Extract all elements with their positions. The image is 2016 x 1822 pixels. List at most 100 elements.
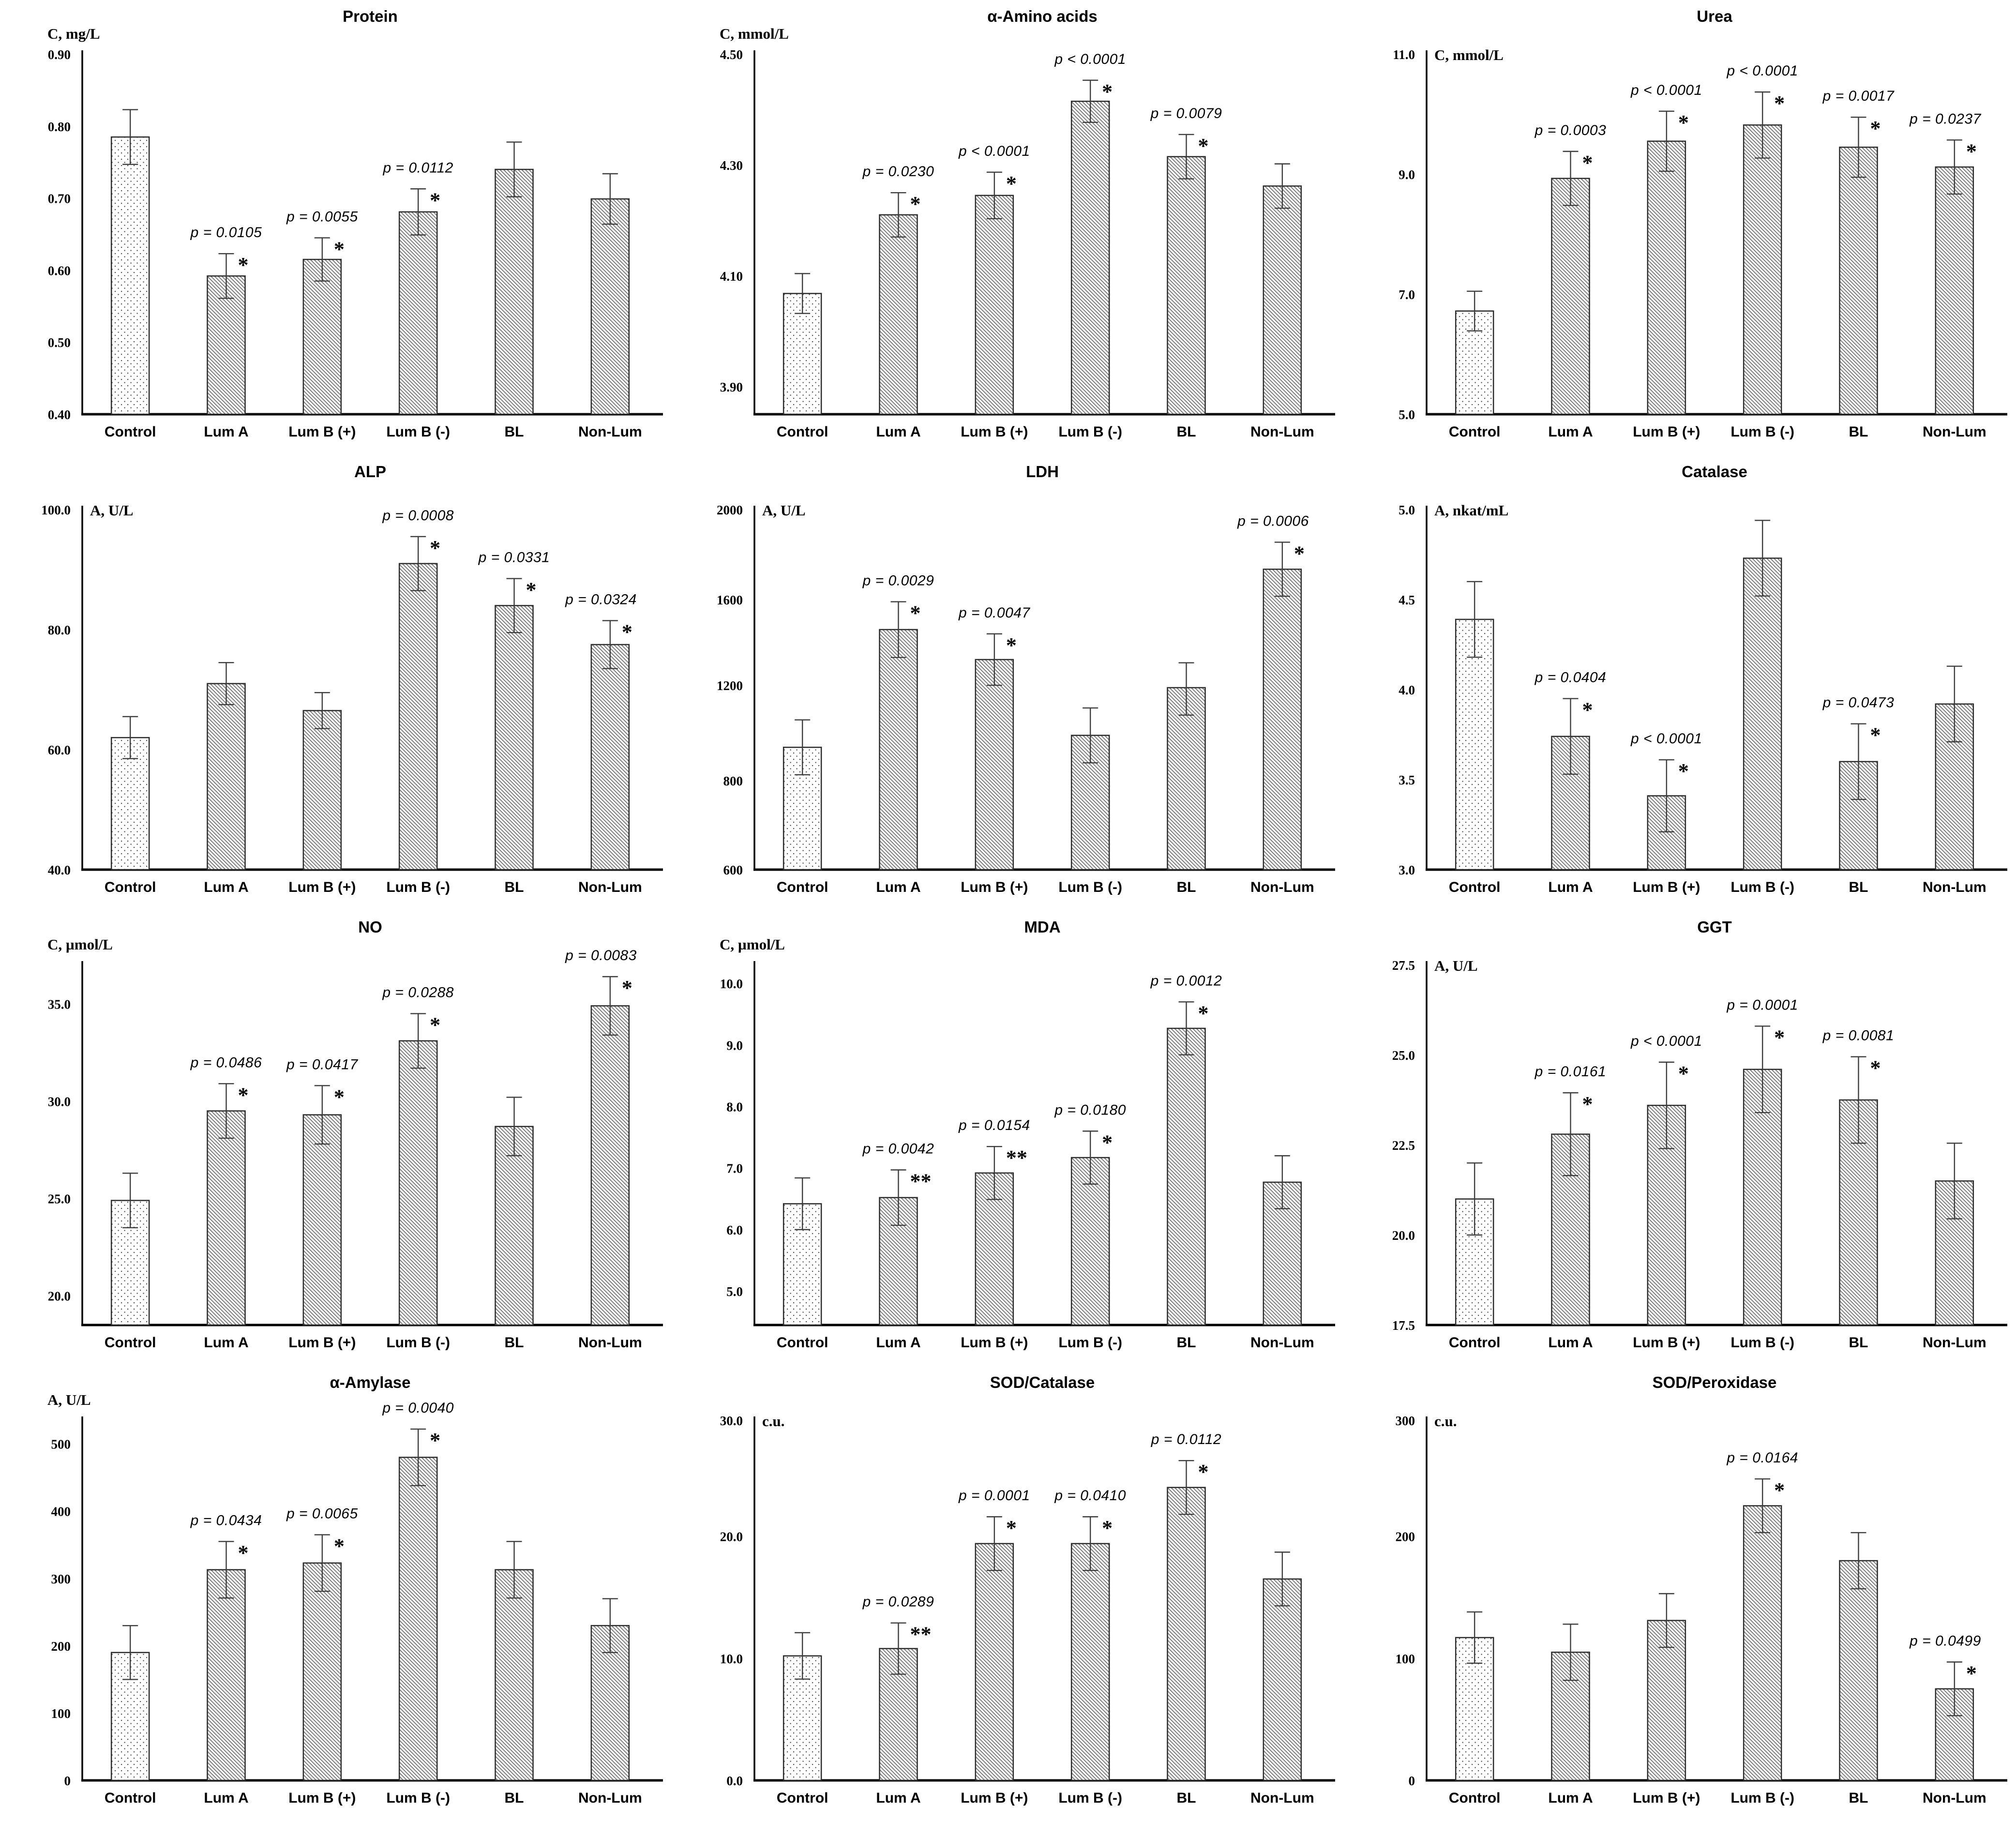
chart-panel: MDA C, µmol/L 5.0 6.0 7.0 8.0 9.0 10.0 Control **… — [672, 911, 1344, 1366]
y-tick-label: 200 — [51, 1639, 71, 1654]
p-value-label: p = 0.0047 — [958, 605, 1030, 621]
x-category-label: Non-Lum — [578, 424, 642, 440]
y-tick-label: 40.0 — [48, 863, 71, 877]
y-tick-label: 30.0 — [720, 1414, 743, 1428]
chart-plot: GGT A, U/L 17.5 20.0 22.5 25.0 27.5 Control * p =… — [1392, 918, 2007, 1351]
significance-stars: * — [910, 601, 921, 625]
bar — [1935, 166, 1974, 415]
significance-stars: * — [1774, 1478, 1785, 1502]
x-category-label: Lum B (-) — [1730, 424, 1794, 440]
x-category-label: Lum A — [876, 1335, 920, 1351]
y-tick-label: 1200 — [717, 678, 743, 693]
chart-panel: ALP A, U/L 40.0 60.0 80.0 100.0 Control Lum A Lu… — [0, 455, 672, 911]
significance-stars: * — [622, 976, 632, 1000]
significance-stars: * — [334, 1085, 345, 1109]
x-category-label: BL — [1177, 424, 1196, 440]
x-category-label: Control — [105, 424, 156, 440]
x-category-label: Non-Lum — [1923, 1335, 1986, 1351]
y-tick-label: 600 — [723, 863, 743, 877]
y-tick-label: 11.0 — [1393, 47, 1415, 62]
significance-stars: ** — [910, 1623, 932, 1646]
p-value-label: p < 0.0001 — [1630, 82, 1702, 98]
significance-stars: ** — [910, 1170, 932, 1193]
p-value-label: p < 0.0001 — [1630, 731, 1702, 747]
significance-stars: * — [238, 1541, 249, 1565]
x-category-label: Non-Lum — [578, 879, 642, 895]
significance-stars: * — [1582, 151, 1593, 175]
x-category-label: Lum B (+) — [1633, 1790, 1700, 1806]
x-category-label: Lum B (-) — [386, 424, 450, 440]
x-category-label: Lum A — [1548, 879, 1593, 895]
significance-stars: * — [1102, 1516, 1113, 1540]
y-tick-label: 7.0 — [1399, 287, 1415, 302]
p-value-label: p = 0.0105 — [190, 225, 262, 241]
x-category-label: BL — [1849, 424, 1868, 440]
x-category-label: BL — [505, 879, 524, 895]
significance-stars: * — [1294, 542, 1305, 565]
y-axis-unit-label: A, U/L — [47, 1391, 91, 1408]
y-tick-label: 0.80 — [48, 120, 71, 134]
significance-stars: * — [430, 1013, 440, 1037]
bar — [1167, 156, 1206, 415]
significance-stars: * — [1198, 1001, 1209, 1025]
significance-stars: * — [1966, 139, 1977, 163]
chart-panel: GGT A, U/L 17.5 20.0 22.5 25.0 27.5 Control * p =… — [1344, 911, 2016, 1366]
bar — [975, 1543, 1014, 1781]
chart-panel: Protein C, mg/L 0.40 0.50 0.60 0.70 0.80 0.90 Co… — [0, 0, 672, 455]
y-tick-label: 500 — [51, 1437, 71, 1452]
y-axis-unit-label: C, µmol/L — [720, 936, 785, 953]
chart-plot: Catalase A, nkat/mL 3.0 3.5 4.0 4.5 5.0 Control… — [1399, 463, 2007, 895]
bar — [1070, 1157, 1110, 1326]
bar-control — [1455, 618, 1494, 871]
p-value-label: p < 0.0001 — [1630, 1033, 1702, 1049]
x-category-label: Non-Lum — [578, 1790, 642, 1806]
y-tick-label: 4.30 — [720, 158, 743, 173]
x-category-label: BL — [1177, 1790, 1196, 1806]
chart-panel: Urea C, mmol/L 5.0 7.0 9.0 11.0 Control * p = 0.… — [1344, 0, 2016, 455]
chart-plot: SOD/Catalasec.u.0.010.020.030.0Control**… — [720, 1373, 1335, 1806]
chart-plot: SOD/Peroxidase c.u. 0 100 200 300 Control Lum A… — [1396, 1373, 2007, 1806]
y-tick-label: 10.0 — [720, 1652, 743, 1666]
chart-plot: α-Amylase A, U/L 0 100 200 300 400 500 Control * p… — [47, 1373, 663, 1806]
x-category-label: Lum B (+) — [288, 1335, 356, 1351]
significance-stars: * — [1102, 1130, 1113, 1154]
significance-stars: * — [430, 188, 440, 212]
x-category-label: Lum B (-) — [386, 1790, 450, 1806]
x-category-label: Control — [777, 1335, 828, 1351]
chart-title: MDA — [1024, 918, 1060, 936]
p-value-label: p = 0.0081 — [1822, 1028, 1895, 1044]
y-tick-label: 100.0 — [41, 503, 71, 517]
x-category-label: Lum A — [204, 424, 248, 440]
bar — [207, 1110, 246, 1326]
y-tick-label: 0 — [64, 1774, 71, 1788]
chart-panel: α-Amino acids C, mmol/L 3.90 4.10 4.30 4.50 Co… — [672, 0, 1344, 455]
bar — [1839, 146, 1878, 415]
p-value-label: p = 0.0410 — [1054, 1488, 1126, 1504]
chart-title: LDH — [1026, 463, 1059, 481]
bar — [590, 198, 630, 415]
p-value-label: p = 0.0164 — [1726, 1450, 1798, 1466]
significance-stars: * — [238, 1083, 249, 1107]
x-category-label: Lum A — [204, 1335, 248, 1351]
p-value-label: p = 0.0083 — [565, 948, 637, 964]
x-category-label: Lum B (+) — [288, 879, 356, 895]
y-axis-unit-label: C, mmol/L — [720, 25, 789, 42]
x-category-label: Lum A — [1548, 424, 1593, 440]
chart-panel: SOD/Peroxidase c.u. 0 100 200 300 Control Lum A… — [1344, 1366, 2016, 1822]
x-category-label: Lum B (-) — [1058, 1335, 1122, 1351]
y-axis-unit-label: A, U/L — [1434, 957, 1478, 974]
x-category-label: BL — [505, 1335, 524, 1351]
bar — [1070, 1543, 1110, 1781]
significance-stars: * — [1870, 723, 1881, 747]
y-tick-label: 0.90 — [48, 47, 71, 62]
x-category-label: BL — [1177, 879, 1196, 895]
chart-title: SOD/Catalase — [990, 1373, 1095, 1391]
p-value-label: p = 0.0180 — [1054, 1102, 1126, 1118]
significance-stars: * — [430, 536, 440, 560]
bar — [302, 258, 342, 415]
y-tick-label: 25.0 — [48, 1192, 71, 1206]
x-category-label: Control — [777, 1790, 828, 1806]
p-value-label: p = 0.0434 — [190, 1512, 262, 1528]
significance-stars: * — [1198, 134, 1209, 158]
y-tick-label: 4.0 — [1399, 683, 1415, 697]
